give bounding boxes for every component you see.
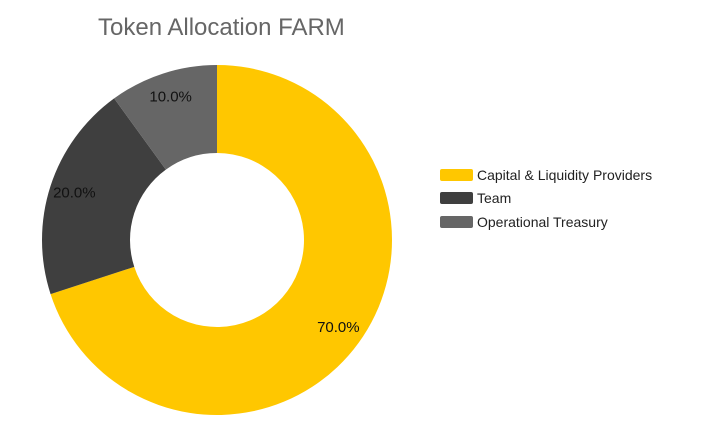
slices [42, 65, 392, 415]
legend-swatch [440, 168, 473, 181]
legend-item-capital-liquidity[interactable]: Capital & Liquidity Providers [440, 163, 652, 187]
data-label-1: 20.0% [53, 185, 96, 202]
data-label-2: 10.0% [149, 88, 192, 105]
chart-title: Token Allocation FARM [98, 14, 345, 41]
legend-label: Capital & Liquidity Providers [477, 166, 653, 183]
legend-item-operational-treasury[interactable]: Operational Treasury [440, 210, 652, 234]
legend-item-team[interactable]: Team [440, 187, 652, 211]
donut-slice-1[interactable] [42, 98, 166, 295]
donut-slice-2[interactable] [114, 65, 217, 170]
donut-slice-0[interactable] [50, 65, 392, 415]
legend-swatch [440, 215, 473, 228]
data-label-0: 70.0% [317, 319, 360, 336]
legend-swatch [440, 192, 473, 205]
legend-label: Team [477, 190, 512, 207]
legend: Capital & Liquidity Providers Team Opera… [440, 163, 652, 234]
data-labels: 70.0% 20.0% 10.0% [53, 88, 360, 336]
legend-label: Operational Treasury [477, 213, 608, 230]
